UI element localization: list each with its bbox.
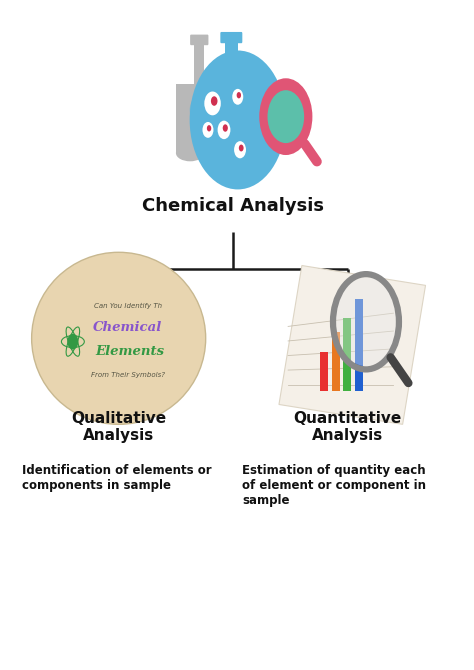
Polygon shape	[279, 265, 426, 424]
Text: Chemical: Chemical	[93, 321, 163, 334]
FancyBboxPatch shape	[220, 32, 242, 43]
Circle shape	[259, 78, 312, 155]
Bar	[332, 332, 340, 391]
Text: Quantitative
Analysis: Quantitative Analysis	[293, 411, 402, 444]
Circle shape	[223, 125, 228, 132]
Circle shape	[267, 90, 304, 143]
Ellipse shape	[176, 145, 204, 161]
Circle shape	[218, 121, 230, 139]
Text: Qualitative
Analysis: Qualitative Analysis	[71, 411, 166, 444]
Text: Estimation of quantity each
of element or component in
sample: Estimation of quantity each of element o…	[242, 464, 426, 507]
Circle shape	[190, 50, 286, 190]
Text: Can You Identify Th: Can You Identify Th	[94, 302, 162, 309]
Bar	[355, 299, 363, 391]
Text: Identification of elements or
components in sample: Identification of elements or components…	[22, 464, 212, 492]
Circle shape	[335, 277, 397, 366]
Circle shape	[211, 96, 218, 106]
Circle shape	[202, 122, 213, 138]
FancyBboxPatch shape	[194, 41, 204, 84]
Circle shape	[232, 89, 243, 105]
Text: Elements: Elements	[96, 345, 164, 358]
Circle shape	[67, 334, 78, 350]
Text: Chemical Analysis: Chemical Analysis	[142, 197, 324, 215]
FancyBboxPatch shape	[190, 35, 209, 45]
Ellipse shape	[32, 253, 206, 424]
Bar	[320, 352, 328, 391]
Circle shape	[237, 92, 241, 98]
Text: From Their Symbols?: From Their Symbols?	[91, 373, 165, 379]
Circle shape	[207, 125, 211, 131]
Ellipse shape	[190, 80, 286, 140]
Circle shape	[234, 141, 246, 158]
Polygon shape	[176, 84, 204, 153]
Bar	[343, 318, 351, 391]
Circle shape	[239, 145, 244, 151]
Circle shape	[204, 92, 221, 115]
FancyBboxPatch shape	[225, 38, 238, 84]
